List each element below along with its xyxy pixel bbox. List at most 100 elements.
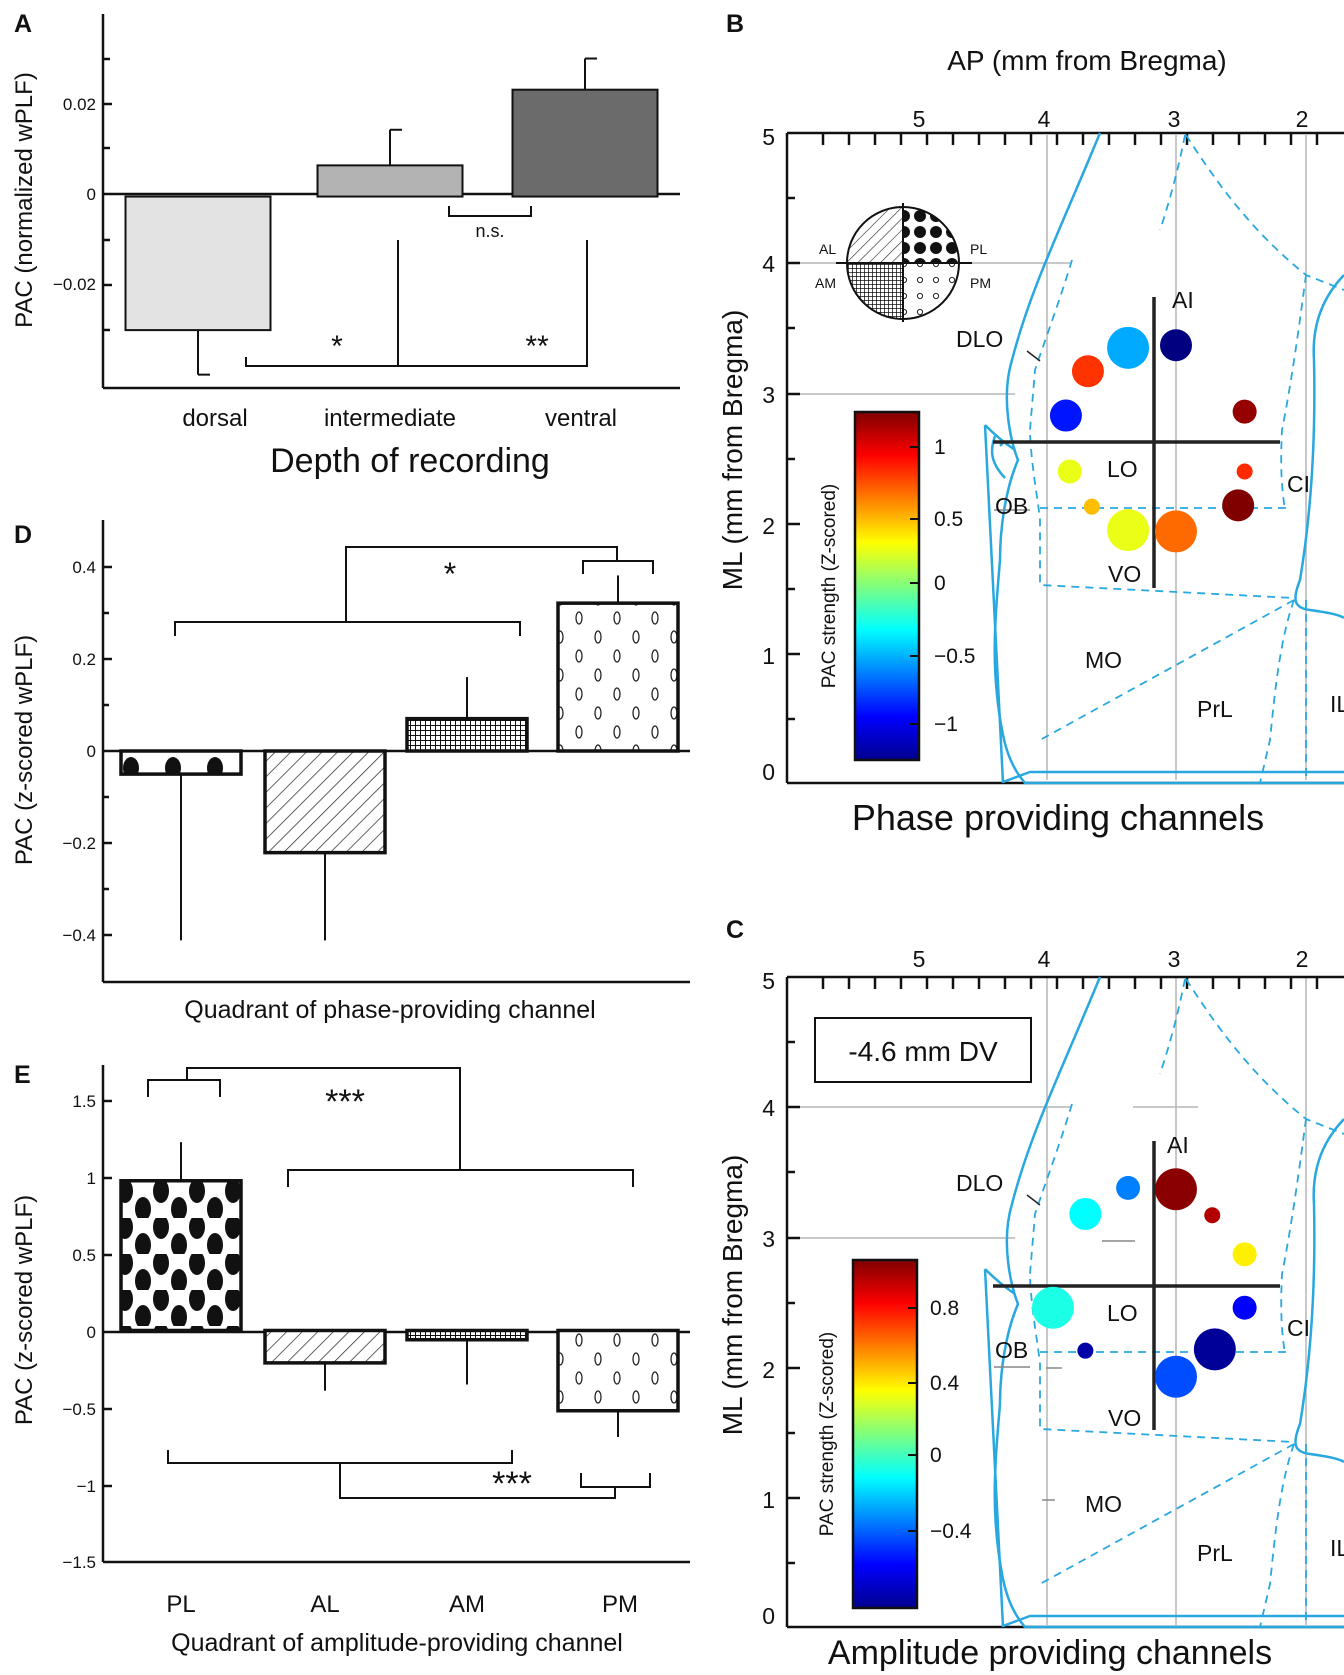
a-bars xyxy=(124,57,659,376)
panel-a: A 0.02 0 −0.02 dorsal intermediate ventr… xyxy=(11,10,680,480)
e-sig-bracket-bottom-right xyxy=(580,1473,651,1488)
d-y-ticks xyxy=(103,565,112,937)
c-points-point-7 xyxy=(1077,1342,1094,1359)
b-ml-tick-3: 2 xyxy=(762,513,775,539)
b-region-vo: VO xyxy=(1108,561,1141,587)
b-region-prl: PrL xyxy=(1197,696,1233,722)
b-quad-am: AM xyxy=(815,275,836,291)
b-cb-tick-1: 0.5 xyxy=(934,508,963,531)
b-cb-label: PAC strength (Z-scored) xyxy=(819,484,840,688)
c-map: 5 4 3 2 5 4 3 2 1 0 xyxy=(762,946,1344,1629)
c-points-point-4 xyxy=(1232,1242,1257,1267)
b-ml-tick-2: 3 xyxy=(762,382,775,408)
d-ytick-0: 0.4 xyxy=(72,558,96,577)
d-bars-bar-al xyxy=(263,749,387,855)
c-colorbar: 0.8 0.4 0 −0.4 PAC strength (Z-scored) xyxy=(817,1258,972,1610)
a-ns-label: n.s. xyxy=(475,221,504,241)
d-sig-bracket-top xyxy=(345,546,618,622)
c-ylabel: ML (mm from Bregma) xyxy=(717,1155,748,1436)
b-ap-tick-2: 3 xyxy=(1168,106,1181,132)
b-quadrant-legend: AL PL AM PM xyxy=(815,203,991,322)
c-region-lo: LO xyxy=(1107,1300,1138,1326)
a-xcat-1: intermediate xyxy=(324,405,456,432)
c-top-ticks xyxy=(821,977,1319,989)
c-points-point-8 xyxy=(1193,1328,1236,1371)
b-region-ai: AI xyxy=(1172,287,1194,313)
c-ml-tick-0: 5 xyxy=(762,968,775,994)
b-region-il: IL xyxy=(1330,691,1344,717)
d-bars xyxy=(119,575,680,941)
c-cb-tick-0: 0.8 xyxy=(930,1297,959,1320)
b-ml-tick-5: 0 xyxy=(762,759,775,785)
b-ml-tick-1: 4 xyxy=(762,251,775,277)
b-points-point-3 xyxy=(1049,399,1082,432)
e-xcat-0: PL xyxy=(166,1591,195,1618)
a-ylabel: PAC (normalized wPLF) xyxy=(11,72,38,328)
panel-c: C ML (mm from Bregma) Amplitude providin… xyxy=(717,916,1344,1672)
b-cb-tick-4: −1 xyxy=(934,713,958,736)
e-ytick-6: −1.5 xyxy=(62,1553,96,1572)
b-map: 5 4 3 2 5 4 3 2 1 0 xyxy=(762,106,1344,785)
e-xlabel: Quadrant of amplitude-providing channel xyxy=(171,1629,623,1657)
c-cb-tick-1: 0.4 xyxy=(930,1372,960,1395)
b-ylabel: ML (mm from Bregma) xyxy=(717,310,748,591)
c-region-mo: MO xyxy=(1085,1491,1122,1517)
c-points-point-1 xyxy=(1116,1175,1141,1200)
b-points-point-8 xyxy=(1222,489,1255,522)
b-region-mo: MO xyxy=(1085,647,1122,673)
c-ml-tick-3: 2 xyxy=(762,1357,775,1383)
b-points-point-0 xyxy=(1107,326,1150,369)
b-points-point-1 xyxy=(1160,329,1192,362)
c-dv-box: -4.6 mm DV xyxy=(814,1017,1032,1083)
a-ytick-2: −0.02 xyxy=(53,275,96,294)
a-xcat-2: ventral xyxy=(545,405,617,432)
b-points-point-7 xyxy=(1083,498,1100,515)
c-region-ci: CI xyxy=(1287,1315,1310,1341)
b-ap-tick-0: 5 xyxy=(913,106,926,132)
b-points xyxy=(1049,326,1257,553)
c-region-dlo: DLO xyxy=(956,1170,1003,1196)
c-region-ob: OB xyxy=(995,1337,1028,1363)
e-xcat-3: PM xyxy=(602,1591,638,1618)
a-ns-bracket xyxy=(448,206,532,217)
a-ytick-1: 0 xyxy=(87,185,96,204)
b-top-title: AP (mm from Bregma) xyxy=(947,45,1227,76)
d-ylabel: PAC (z-scored wPLF) xyxy=(11,635,38,865)
a-bars-bar-dorsal xyxy=(124,195,272,332)
c-left-ticks xyxy=(787,1040,800,1565)
c-ml-tick-1: 4 xyxy=(762,1095,775,1121)
b-points-point-6 xyxy=(1236,463,1253,480)
c-dv-label: -4.6 mm DV xyxy=(848,1036,998,1067)
e-ytick-4: −0.5 xyxy=(62,1400,96,1419)
c-region-prl: PrL xyxy=(1197,1540,1233,1566)
c-points-point-2 xyxy=(1069,1197,1102,1230)
e-sig-bracket-rest xyxy=(287,1169,634,1187)
c-cb-tick-2: 0 xyxy=(930,1444,942,1467)
e-ytick-5: −1 xyxy=(77,1477,96,1496)
c-ap-tick-2: 3 xyxy=(1168,946,1181,972)
a-y-minor-ticks xyxy=(103,57,110,332)
e-bars-bar-pm xyxy=(556,1328,680,1413)
b-quad-pm: PM xyxy=(970,275,991,291)
panel-label-d: D xyxy=(14,521,32,549)
d-ytick-4: −0.4 xyxy=(62,926,96,945)
c-points-point-6 xyxy=(1232,1295,1257,1320)
c-region-vo: VO xyxy=(1108,1405,1141,1431)
b-top-ticks xyxy=(821,133,1319,145)
d-ytick-1: 0.2 xyxy=(72,650,96,669)
a-sig-star-2: ** xyxy=(525,330,549,363)
b-region-ob: OB xyxy=(995,493,1028,519)
e-ytick-1: 1 xyxy=(87,1169,96,1188)
d-ytick-3: −0.2 xyxy=(62,834,96,853)
e-sig-bracket-top xyxy=(186,1067,461,1170)
e-sig-top: *** xyxy=(325,1083,365,1121)
e-bars xyxy=(119,1142,680,1437)
e-ytick-0: 1.5 xyxy=(72,1092,96,1111)
a-ytick-0: 0.02 xyxy=(63,95,96,114)
e-ytick-2: 0.5 xyxy=(72,1246,96,1265)
b-bottom-title: Phase providing channels xyxy=(852,797,1264,838)
b-cb-tick-3: −0.5 xyxy=(934,645,975,668)
b-ml-tick-0: 5 xyxy=(762,124,775,150)
d-sig-bracket-right xyxy=(582,560,654,574)
panel-label-e: E xyxy=(14,1061,31,1089)
